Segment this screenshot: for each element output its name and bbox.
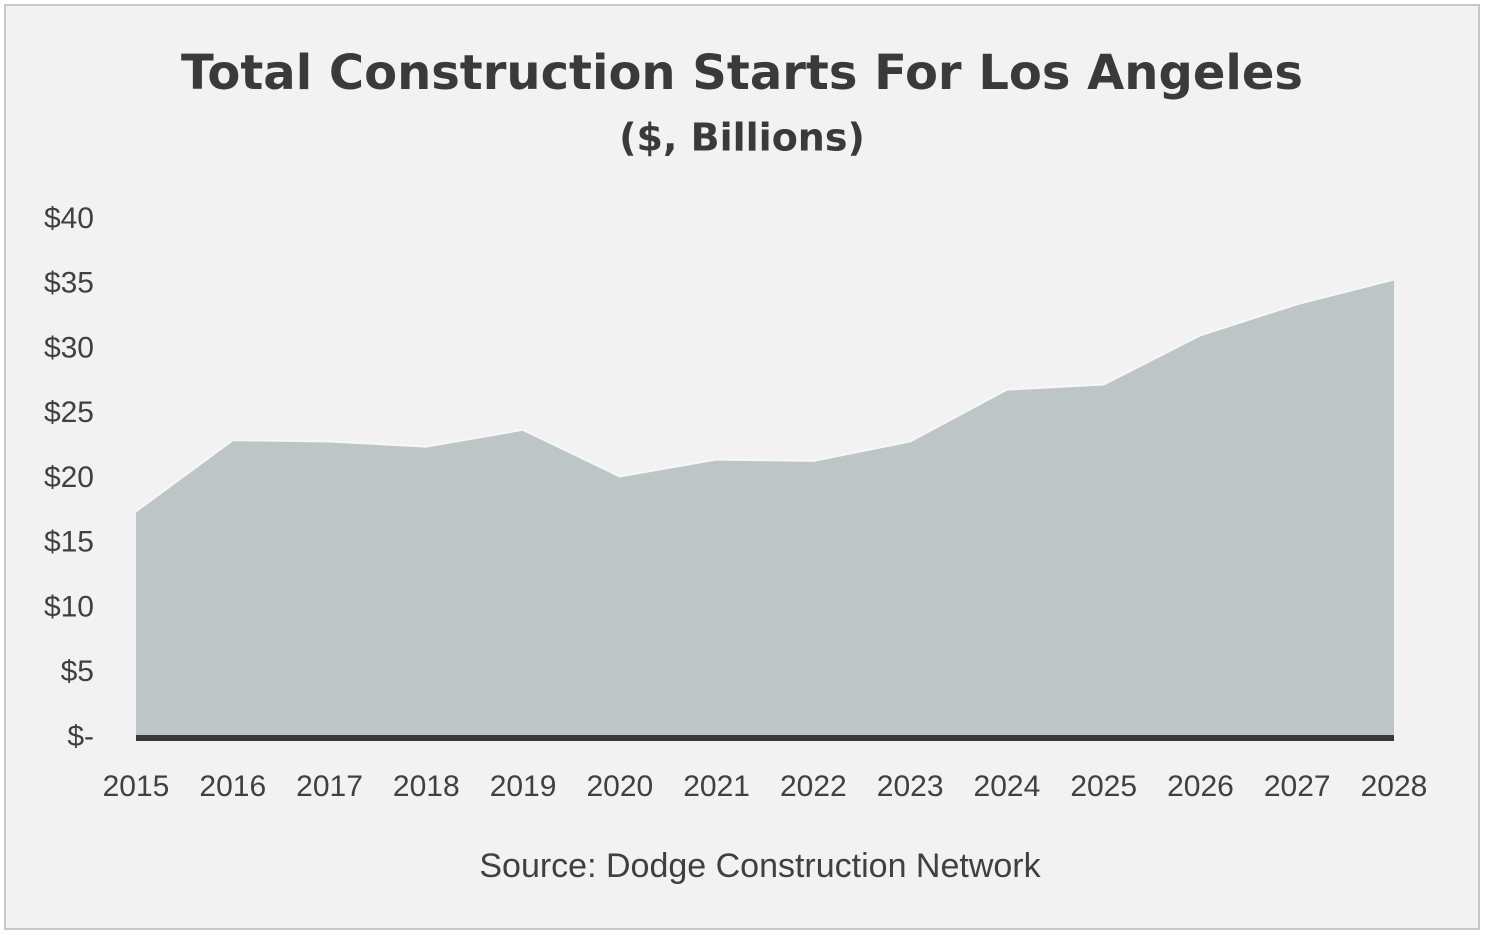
x-tick-label: 2025 [1070,770,1137,803]
x-tick-label: 2016 [199,770,266,803]
y-tick-label: $30 [44,331,94,364]
area [136,279,1394,738]
y-tick-label: $25 [44,396,94,429]
y-tick-label: $35 [44,267,94,300]
x-tick-label: 2027 [1264,770,1331,803]
x-tick-label: 2017 [296,770,363,803]
x-tick-label: 2024 [974,770,1041,803]
y-tick-label: $20 [44,461,94,494]
y-tick-label: $15 [44,526,94,559]
chart-title: Total Construction Starts For Los Angele… [181,45,1303,101]
y-tick-label: $5 [61,655,94,688]
x-tick-label: 2018 [393,770,460,803]
source-note: Source: Dodge Construction Network [479,847,1041,885]
y-tick-label: $- [67,720,94,753]
x-tick-label: 2023 [877,770,944,803]
area-edge [135,278,1395,513]
x-tick-label: 2028 [1361,770,1428,803]
y-tick-label: $10 [44,590,94,623]
x-tick-label: 2021 [683,770,750,803]
y-tick-label: $40 [44,202,94,235]
x-tick-label: 2015 [103,770,170,803]
x-tick-label: 2020 [586,770,653,803]
chart-subtitle: ($, Billions) [619,116,865,160]
x-tick-label: 2022 [780,770,847,803]
x-tick-label: 2019 [490,770,557,803]
x-tick-label: 2026 [1167,770,1234,803]
